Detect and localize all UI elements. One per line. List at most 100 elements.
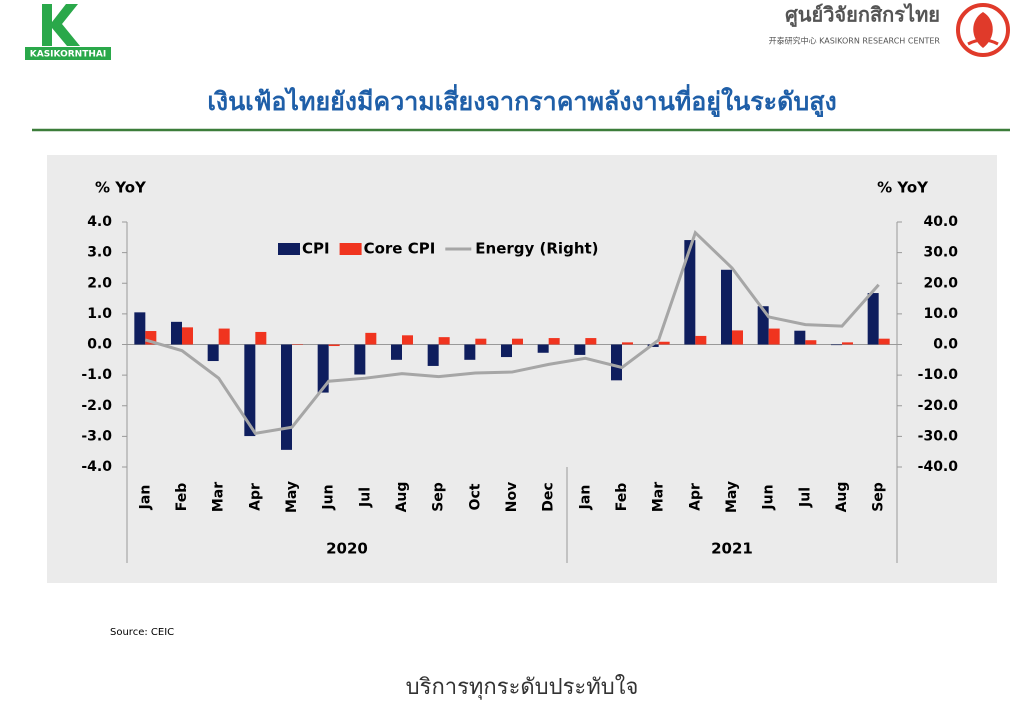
bar <box>464 344 476 360</box>
x-tick-label: Aug <box>834 482 850 513</box>
bar <box>805 340 817 345</box>
y2-axis-label: % YoY <box>877 179 929 197</box>
y2-tick-label: 20.0 <box>923 275 958 291</box>
bar <box>402 335 413 345</box>
y-tick-label: 0.0 <box>87 337 112 353</box>
bar <box>695 335 707 345</box>
kasikorn-logo: KASIKORNTHAI <box>25 4 111 60</box>
x-tick-label: Jul <box>797 487 813 508</box>
bar <box>585 338 597 345</box>
legend-swatch <box>278 243 300 255</box>
bar <box>548 338 560 345</box>
x-tick-label: Apr <box>247 483 263 511</box>
bar <box>438 337 450 345</box>
x-tick-label: Mar <box>651 482 667 512</box>
x-tick-label: Nov <box>504 482 520 512</box>
bar <box>145 331 157 345</box>
x-tick-label: Oct <box>467 483 483 510</box>
x-tick-label: Dec <box>541 482 557 511</box>
y-tick-label: 2.0 <box>87 275 112 291</box>
kbank-emblem <box>956 3 1010 57</box>
bar <box>537 344 549 353</box>
bar <box>867 293 879 345</box>
x-tick-label: Sep <box>871 482 887 512</box>
legend-label: CPI <box>302 240 330 258</box>
chart: % YoY % YoY -4.0 -3.0 -2.0 -1.0 0.0 1.0 2.0 3.0 4.… <box>81 179 959 563</box>
y-tick-label: 3.0 <box>87 245 112 261</box>
bar <box>281 344 292 450</box>
y2-tick-label: -30.0 <box>918 428 959 444</box>
bar <box>427 344 439 366</box>
legend-label: Core CPI <box>364 240 436 258</box>
bar <box>721 269 732 345</box>
bar <box>244 344 256 437</box>
bar <box>255 331 267 345</box>
bar <box>501 344 512 358</box>
x-tick-label: Jan <box>137 485 153 511</box>
bar <box>171 321 182 345</box>
x-tick-label: Sep <box>431 482 447 512</box>
y2-tick-label: 0.0 <box>933 337 958 353</box>
y-tick-label: 4.0 <box>87 214 112 230</box>
bar <box>622 342 633 345</box>
x-tick-label: Feb <box>174 483 190 512</box>
x-tick-label: Jun <box>761 484 777 510</box>
y-axis-label: % YoY <box>95 179 147 197</box>
center-name: ศูนย์วิจัยกสิกรไทย <box>785 3 940 29</box>
y-tick-label: 1.0 <box>87 306 112 322</box>
y2-tick-label: 40.0 <box>923 214 958 230</box>
logo-text: KASIKORNTHAI <box>30 50 106 60</box>
bar <box>794 330 806 345</box>
y-tick-label: -3.0 <box>81 428 112 444</box>
x-tick-label: Mar <box>211 482 227 512</box>
x-tick-label: May <box>284 481 300 513</box>
bar <box>878 338 890 345</box>
x-tick-label: Jun <box>321 484 337 510</box>
bar <box>391 344 402 360</box>
legend-swatch <box>339 243 362 255</box>
x-tick-label: Apr <box>687 483 703 511</box>
bar <box>768 328 780 345</box>
y-tick-label: -2.0 <box>81 398 112 414</box>
group-label: 2021 <box>711 540 753 558</box>
bar <box>732 330 743 345</box>
bar <box>292 344 303 345</box>
footer-slogan: บริการทุกระดับประทับใจ <box>406 674 639 700</box>
y2-tick-label: -10.0 <box>918 367 959 383</box>
bar <box>512 338 523 345</box>
group-label: 2020 <box>326 540 368 558</box>
legend-label: Energy (Right) <box>475 240 598 258</box>
bar <box>684 240 696 345</box>
bar <box>218 328 230 345</box>
bar <box>574 344 586 355</box>
source-note: Source: CEIC <box>110 627 174 638</box>
bar <box>317 344 329 393</box>
bar <box>207 344 219 362</box>
bar <box>354 344 366 375</box>
bar <box>475 338 487 345</box>
y2-tick-label: 30.0 <box>923 245 958 261</box>
bar <box>842 342 853 345</box>
bar <box>757 306 769 345</box>
slide-title: เงินเฟ้อไทยยังมีความเสี่ยงจากราคาพลังงาน… <box>207 84 836 118</box>
y-tick-label: -4.0 <box>81 459 112 475</box>
y2-tick-label: -40.0 <box>918 459 959 475</box>
y2-tick-label: -20.0 <box>918 398 959 414</box>
bar <box>611 344 622 381</box>
y2-tick-label: 10.0 <box>923 306 958 322</box>
x-tick-label: Jul <box>357 487 373 508</box>
bar <box>134 312 146 345</box>
line-series <box>144 230 880 435</box>
x-tick-label: May <box>724 481 740 513</box>
bar <box>182 327 193 345</box>
x-tick-label: Aug <box>394 482 410 513</box>
bar <box>365 332 377 345</box>
y-tick-label: -1.0 <box>81 367 112 383</box>
x-tick-label: Jan <box>577 485 593 511</box>
center-subtitle: 开泰研究中心 KASIKORN RESEARCH CENTER <box>769 36 941 46</box>
x-tick-label: Feb <box>614 483 630 512</box>
bar <box>658 341 670 345</box>
bar <box>831 344 842 346</box>
